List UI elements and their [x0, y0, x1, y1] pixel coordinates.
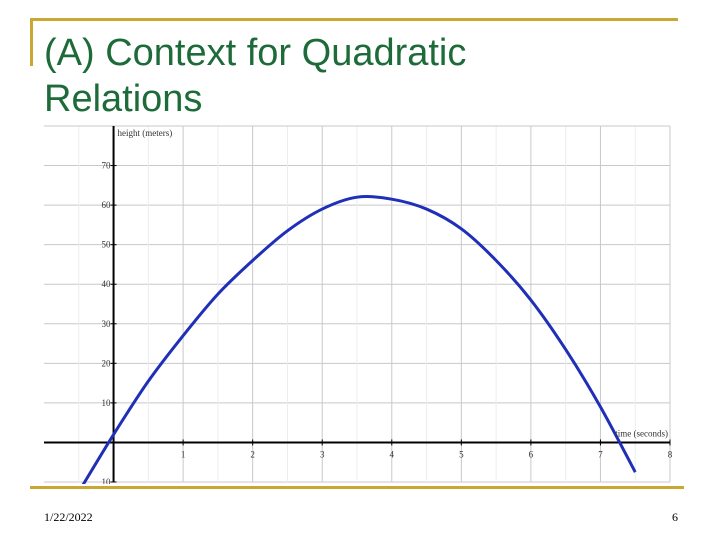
- y-axis-label: height (meters): [118, 128, 173, 138]
- x-tick-label-3: 4: [390, 449, 395, 459]
- y-tick-label-4: 40: [102, 279, 112, 289]
- y-tick-label-7: 70: [102, 161, 112, 171]
- chart-ticks: 1 2 3 4 5 6 7 8 10 10 20 30 40 50 60 70: [102, 161, 673, 484]
- series-line-0: [81, 195, 637, 484]
- y-tick-label-5: 50: [102, 240, 112, 250]
- x-tick-label-1: 2: [250, 449, 255, 459]
- y-tick-label-2: 20: [102, 358, 112, 368]
- y-tick-label-6: 60: [102, 200, 112, 210]
- frame-top-line: [30, 18, 678, 21]
- chart-grid: [44, 125, 671, 483]
- x-axis-label: time (seconds): [615, 428, 668, 438]
- slide-page-number: 6: [672, 510, 678, 524]
- slide-title: (A) Context for Quadratic Relations: [44, 32, 467, 120]
- x-tick-label-5: 6: [529, 449, 534, 459]
- chart-axes: [44, 126, 670, 482]
- x-tick-label-4: 5: [459, 449, 464, 459]
- slide-date: 1/22/2022: [44, 510, 93, 524]
- y-tick-label-0: 10: [102, 477, 112, 484]
- x-tick-label-7: 8: [668, 449, 673, 459]
- y-tick-label-1: 10: [102, 398, 112, 408]
- x-tick-label-2: 3: [320, 449, 325, 459]
- x-tick-label-0: 1: [181, 449, 186, 459]
- chart: 1 2 3 4 5 6 7 8 10 10 20 30 40 50 60 70 height (meters)…: [44, 125, 673, 484]
- x-tick-label-6: 7: [598, 449, 603, 459]
- chart-series: [81, 195, 637, 484]
- frame-bottom-line: [30, 486, 684, 489]
- y-tick-label-3: 30: [102, 319, 112, 329]
- frame-left-line: [30, 18, 33, 66]
